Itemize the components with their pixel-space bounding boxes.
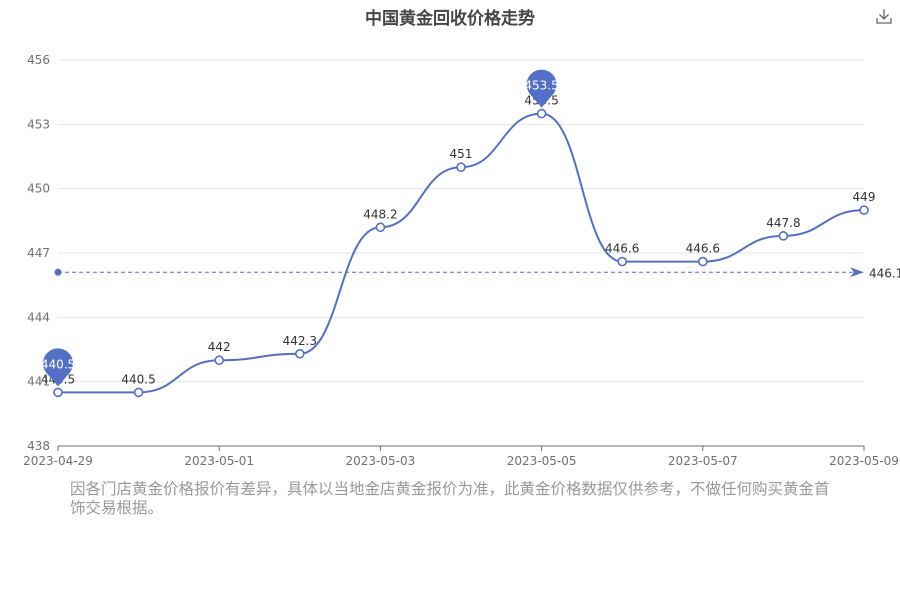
y-tick-label: 447: [27, 246, 50, 260]
data-point: [617, 256, 628, 267]
grid-lines: [58, 59, 864, 383]
data-label: 440.5: [121, 372, 155, 386]
y-tick-label: 456: [27, 53, 50, 67]
data-label: 446.6: [686, 242, 720, 256]
data-label: 446.6: [605, 242, 639, 256]
y-tick-label: 438: [27, 439, 50, 453]
y-tick-label: 444: [27, 310, 50, 324]
x-tick-label: 2023-05-01: [184, 454, 254, 468]
x-tick-label: 2023-05-05: [507, 454, 577, 468]
download-icon[interactable]: [874, 6, 894, 26]
data-point: [53, 387, 63, 398]
data-points: [53, 108, 869, 398]
average-line-start: [54, 268, 62, 276]
data-label: 449: [853, 190, 876, 204]
chart-title: 中国黄金回收价格走势: [365, 9, 535, 29]
mark-point-pin: [43, 348, 73, 387]
data-label: 448.2: [363, 207, 397, 221]
axes: 438 441 444 447 450 453 456 2023-04-29 2023-05-0…: [23, 53, 899, 468]
data-labels: 440.5440.5442442.3448.2451453.5446.6446.…: [41, 94, 876, 387]
data-label: 442: [208, 340, 231, 354]
data-point: [778, 231, 789, 241]
y-tick-label: 453: [27, 117, 50, 131]
average-line: 446.1: [54, 266, 900, 280]
x-tick-label: 2023-05-03: [346, 454, 416, 468]
data-point: [456, 162, 466, 173]
data-label: 442.3: [283, 334, 317, 348]
disclaimer-note: 因各门店黄金价格报价有差异，具体以当地金店黄金报价为准，此黄金价格数据仅供参考，…: [70, 480, 830, 517]
x-tick-label: 2023-04-29: [23, 454, 93, 468]
x-tick-label: 2023-05-07: [668, 454, 738, 468]
data-point: [697, 256, 708, 267]
data-point: [214, 355, 224, 366]
average-line-arrow: [850, 267, 864, 278]
x-tick-label: 2023-05-09: [829, 454, 899, 468]
data-label: 451: [450, 147, 473, 161]
average-line-label: 446.1: [869, 266, 900, 280]
y-tick-label: 450: [27, 182, 50, 196]
mark-points: 440.5 453.5: [41, 69, 559, 387]
data-point: [536, 108, 547, 119]
mark-point-label: 453.5: [524, 79, 558, 93]
data-label: 447.8: [766, 216, 800, 230]
mark-point-pin: [526, 69, 557, 108]
mark-point-label: 440.5: [41, 357, 75, 371]
data-point: [133, 387, 144, 398]
data-point: [859, 205, 869, 215]
data-point: [375, 222, 386, 233]
data-point: [294, 348, 305, 359]
y-tick-label: 441: [27, 375, 50, 389]
